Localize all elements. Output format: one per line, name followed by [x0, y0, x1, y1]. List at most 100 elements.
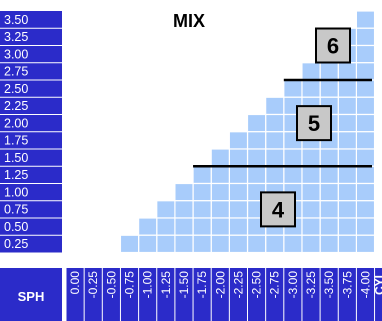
grid-cell: [138, 217, 158, 236]
grid-cell: [192, 200, 212, 219]
cyl-tick-label: -2.50: [250, 271, 264, 299]
grid-cell: [283, 148, 303, 167]
grid-cell: [265, 234, 285, 254]
grid-cell: [228, 234, 249, 254]
grid-cell: [301, 217, 321, 236]
cyl-tick-label: -1.75: [195, 271, 209, 299]
grid-cell: [265, 131, 285, 150]
grid-cell: [355, 44, 376, 64]
sph-axis-label: SPH: [18, 289, 45, 304]
grid-cell: [283, 234, 303, 254]
grid-cell: [246, 234, 267, 254]
grid-cell: [174, 200, 194, 219]
sph-tick-label: 2.75: [4, 65, 28, 79]
cyl-tick-label: -1.50: [177, 271, 191, 299]
cyl-tick-label: -3.75: [340, 271, 354, 299]
sph-tick-label: 1.00: [4, 185, 28, 199]
sph-label-box: [0, 268, 62, 321]
grid-cell: [265, 148, 285, 167]
grid-cell: [210, 165, 230, 185]
grid-cell: [156, 217, 176, 236]
grid-cell: [228, 200, 249, 219]
grid-cell: [355, 217, 376, 236]
cyl-tick-label: -0.75: [123, 271, 137, 299]
cyl-tick-label: -3.25: [304, 271, 318, 299]
zone-badge: [315, 27, 351, 64]
grid-cell: [265, 113, 285, 133]
grid-cell: [319, 217, 339, 236]
grid-cell: [319, 79, 339, 98]
cyl-tick-label: -0.50: [104, 271, 118, 299]
zone-badge: [296, 105, 332, 142]
cyl-axis: 0.00 -0.25 -0.50 -0.75 -1.00 -1.25 -1.50 -1.75-…: [65, 268, 382, 321]
grid-cell: [355, 182, 376, 202]
grid-cell: [355, 148, 376, 167]
grid-cell: [319, 200, 339, 219]
cyl-tick-label: -3.00: [286, 271, 300, 299]
grid-cell: [355, 165, 376, 185]
grid-cell: [210, 200, 230, 219]
cyl-tick-label: -2.25: [231, 271, 245, 299]
grid-cell: [337, 200, 357, 219]
sph-tick-label: 0.25: [4, 237, 28, 251]
grid-cell: [138, 234, 158, 254]
grid-cell: [210, 217, 230, 236]
grid-cell: [337, 234, 357, 254]
grid-cell: [210, 234, 230, 254]
grid-cell: [355, 62, 376, 81]
grid-cell: [283, 79, 303, 98]
grid-cell: [210, 182, 230, 202]
grid-cell: [337, 148, 357, 167]
grid-cell: [119, 234, 140, 254]
grid-cell: [301, 200, 321, 219]
grid-cell: [337, 217, 357, 236]
grid-cell: [319, 62, 339, 81]
grid-cell: [192, 234, 212, 254]
grid-cell: [337, 182, 357, 202]
grid-cell: [337, 62, 357, 81]
cyl-tick-label: -0.25: [86, 271, 100, 299]
grid-cell: [355, 131, 376, 150]
sph-axis: 3.50 3.25 3.00 2.75 2.50 2.25 2.00 1.75 1.50 1.25…: [0, 11, 62, 321]
sph-tick-label: 2.00: [4, 116, 28, 130]
grid-cell: [156, 234, 176, 254]
cyl-tick-label: -2.00: [213, 271, 227, 299]
grid-cell: [192, 182, 212, 202]
cyl-axis-label: CYL: [373, 271, 382, 295]
grid-cell: [174, 234, 194, 254]
grid-cell: [228, 131, 249, 150]
grid-cell: [301, 165, 321, 185]
zone-label: 5: [308, 111, 320, 136]
grid-cell: [337, 113, 357, 133]
grid-cell: [337, 79, 357, 98]
grid-cell: [246, 148, 267, 167]
sph-tick-label: 3.50: [4, 13, 28, 27]
cyl-tick-label: -1.25: [159, 271, 173, 299]
sph-tick-label: 2.25: [4, 99, 28, 113]
grid-cell: [228, 217, 249, 236]
grid-cell: [355, 200, 376, 219]
grid-cell: [355, 79, 376, 98]
sph-tick-label: 3.00: [4, 47, 28, 61]
grid-cell: [337, 131, 357, 150]
grid-cell: [156, 200, 176, 219]
cyl-tick-label: -1.00: [141, 271, 155, 299]
sph-tick-label: 0.75: [4, 203, 28, 217]
grid-cell: [192, 217, 212, 236]
grid-cell: [301, 148, 321, 167]
cyl-axis-bg: [66, 268, 382, 321]
grid-cell: [355, 113, 376, 133]
grid-cell: [246, 113, 267, 133]
grid-cell: [319, 182, 339, 202]
sph-tick-label: 3.25: [4, 30, 28, 44]
grid-cell: [355, 96, 376, 116]
grid-cell: [192, 165, 212, 185]
grid-cell: [319, 148, 339, 167]
grid-cell: [301, 182, 321, 202]
grid-cell: [246, 131, 267, 150]
grid-cell: [174, 182, 194, 202]
grid-cell: [265, 165, 285, 185]
grid-cell: [210, 148, 230, 167]
grid-cell: [283, 165, 303, 185]
